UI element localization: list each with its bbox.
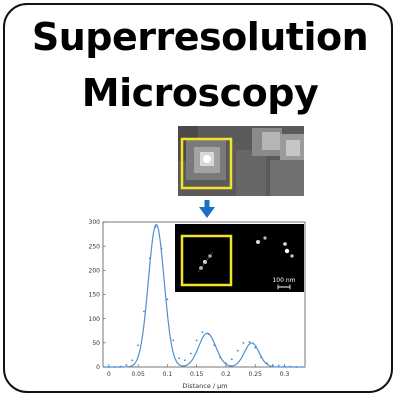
x-tick-label: 0 [107, 371, 111, 378]
data-point [277, 364, 280, 367]
card-frame [3, 3, 393, 393]
y-tick-label: 0 [96, 364, 100, 371]
x-tick-label: 0.3 [280, 371, 290, 378]
y-tick-label: 250 [89, 243, 101, 250]
x-tick-label: 0.05 [131, 371, 145, 378]
data-point [154, 225, 157, 228]
data-point [195, 339, 198, 342]
superresolution-image: 100 nm [175, 224, 304, 292]
data-point [107, 366, 110, 368]
data-point [254, 346, 257, 349]
title-line-2: Microscopy [81, 71, 319, 115]
x-tick-label: 0.1 [163, 371, 173, 378]
highlight-box-top [180, 137, 233, 190]
data-point [283, 365, 286, 367]
data-point [213, 344, 216, 347]
y-tick-label: 50 [92, 340, 100, 347]
fit-curve [103, 223, 305, 368]
data-point [201, 331, 204, 334]
data-point [119, 365, 122, 368]
data-point [143, 310, 145, 313]
highlight-box-bottom [180, 234, 233, 287]
data-point [266, 362, 268, 365]
title-line-1: Superresolution [31, 15, 369, 59]
data-point [260, 356, 262, 359]
y-tick-label: 200 [89, 268, 101, 275]
y-tick-label: 300 [89, 219, 101, 226]
y-tick-label: 100 [89, 316, 101, 323]
data-point [184, 359, 186, 362]
data-point [113, 366, 116, 368]
data-point [137, 344, 140, 347]
data-point [230, 358, 233, 361]
data-point [160, 247, 163, 250]
data-point [225, 362, 227, 365]
x-tick-label: 0.15 [190, 371, 204, 378]
x-axis-label: Distance / μm [182, 382, 227, 390]
down-arrow-icon [199, 200, 215, 218]
profile-plot: 0 50 100 150 200 250 300 0 0.05 0.1 0.15 0.2 0.25 0.… [89, 219, 306, 390]
data-point [295, 366, 298, 368]
data-point [207, 333, 210, 336]
data-point [271, 364, 274, 366]
data-point [248, 340, 251, 343]
data-point [172, 339, 175, 342]
scale-bar [277, 284, 291, 290]
data-point [131, 359, 134, 362]
data-point [166, 298, 169, 301]
y-tick-label: 150 [89, 292, 101, 299]
data-point [242, 341, 245, 344]
data-point [178, 357, 181, 360]
diffraction-limited-image [178, 126, 304, 196]
scale-bar-label: 100 nm [272, 277, 295, 284]
data-point [189, 352, 192, 355]
data-point [125, 364, 128, 366]
x-tick-label: 0.25 [249, 371, 263, 378]
data-point [236, 349, 239, 352]
data-point [148, 257, 151, 260]
data-point [219, 356, 222, 359]
data-point [289, 365, 292, 368]
x-tick-label: 0.2 [221, 371, 231, 378]
